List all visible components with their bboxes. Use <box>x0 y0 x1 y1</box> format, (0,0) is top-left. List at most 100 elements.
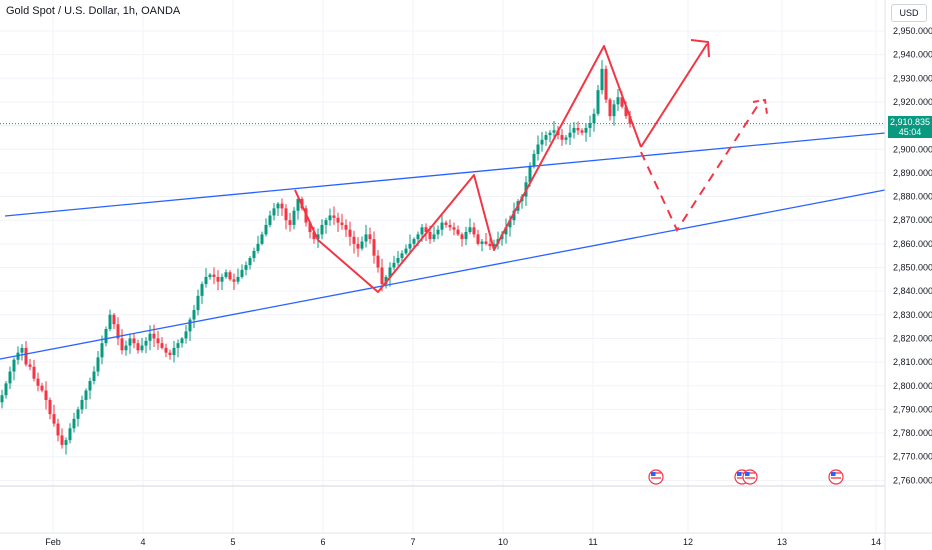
y-tick-label: 2,950.000 <box>893 26 932 36</box>
candle-body <box>4 383 8 396</box>
candle-body <box>548 132 552 136</box>
candle-body <box>444 222 448 225</box>
candle-body <box>292 210 296 225</box>
candle-body <box>624 106 628 117</box>
candle-body <box>396 258 400 263</box>
candle-body <box>236 276 240 282</box>
candle-body <box>372 239 376 256</box>
candle-body <box>332 215 336 218</box>
candle-body <box>420 227 424 235</box>
candle-body <box>144 340 148 346</box>
candle-body <box>252 250 256 259</box>
candle-body <box>280 203 284 209</box>
candle-body <box>208 274 212 277</box>
y-tick-label: 2,810.000 <box>893 357 932 367</box>
candle-body <box>340 222 344 225</box>
price-axis[interactable]: 2,950.000 2,940.000 2,930.000 2,920.000 2,91… <box>884 0 932 550</box>
candle-body <box>484 241 488 244</box>
candle-body <box>112 314 116 325</box>
candle-body <box>604 68 608 100</box>
x-tick-label: 6 <box>320 537 325 547</box>
us-flag-icon[interactable] <box>742 469 758 485</box>
candle-body <box>508 220 512 228</box>
candle-body <box>116 324 120 339</box>
candle-body <box>132 338 136 344</box>
time-axis[interactable]: Feb 4 5 6 7 10 11 12 13 14 <box>0 532 932 547</box>
projected-pullback-arrowhead <box>752 98 768 115</box>
candle-body <box>460 234 464 240</box>
flag-canton <box>651 472 656 476</box>
candle-body <box>528 165 532 183</box>
candle-body <box>320 224 324 235</box>
candle-body <box>224 272 228 277</box>
candle-body <box>32 366 36 379</box>
chart-grid <box>0 0 885 533</box>
candle-body <box>608 99 612 117</box>
candle-body <box>192 310 196 320</box>
candle-body <box>128 338 132 346</box>
candle-body <box>48 399 52 415</box>
us-flag-icon[interactable] <box>828 469 844 485</box>
candle-body <box>64 440 68 445</box>
candle-body <box>68 428 72 441</box>
lower-trendline[interactable] <box>0 189 886 360</box>
candle-body <box>148 333 152 341</box>
candle-body <box>388 267 392 277</box>
y-tick-label: 2,880.000 <box>893 192 932 202</box>
candle-body <box>152 333 156 339</box>
candle-body <box>504 227 508 235</box>
y-tick-label: 2,830.000 <box>893 310 932 320</box>
x-tick-label: 5 <box>230 537 235 547</box>
y-tick-label: 2,870.000 <box>893 215 932 225</box>
projected-pullback-path[interactable] <box>640 101 761 233</box>
candle-body <box>432 234 436 240</box>
currency-button[interactable]: USD <box>891 4 927 22</box>
candle-body <box>436 229 440 235</box>
us-flag-icon[interactable] <box>648 469 664 485</box>
candle-body <box>392 262 396 268</box>
candle-body <box>268 215 272 225</box>
candle-body <box>124 345 128 351</box>
candle-body <box>180 338 184 344</box>
candle-body <box>400 253 404 259</box>
candle-body <box>628 116 632 124</box>
candle-body <box>360 241 364 249</box>
y-tick-label: 2,940.000 <box>893 50 932 60</box>
y-tick-label: 2,890.000 <box>893 168 932 178</box>
candle-body <box>36 378 40 386</box>
candle-body <box>80 399 84 410</box>
candle-body <box>448 224 452 228</box>
candle-body <box>196 295 200 311</box>
candle-body <box>72 418 76 429</box>
x-tick-label: 4 <box>140 537 145 547</box>
upper-trendline[interactable] <box>4 132 886 217</box>
candle-body <box>352 236 356 244</box>
candle-body <box>568 132 572 138</box>
drawing-overlays[interactable] <box>0 39 886 360</box>
y-tick-label: 2,930.000 <box>893 73 932 83</box>
y-tick-label: 2,860.000 <box>893 239 932 249</box>
candle-body <box>552 130 556 133</box>
candle-body <box>384 276 388 285</box>
candle-body <box>356 243 360 249</box>
candle-body <box>200 284 204 296</box>
candle-body <box>260 234 264 244</box>
candle-body <box>344 224 348 230</box>
candle-body <box>76 409 80 419</box>
candle-body <box>492 243 496 247</box>
candle-body <box>564 137 568 140</box>
candle-body <box>312 232 316 240</box>
candle-body <box>512 210 516 221</box>
candle-body <box>580 130 584 133</box>
zigzag-pattern[interactable] <box>294 45 642 293</box>
event-markers[interactable] <box>648 469 844 485</box>
y-tick-label: 2,790.000 <box>893 404 932 414</box>
candle-body <box>424 227 428 233</box>
candle-body <box>380 267 384 285</box>
candle-body <box>468 227 472 233</box>
candle-body <box>240 269 244 277</box>
projected-up-move[interactable] <box>640 43 708 148</box>
x-tick-label: Feb <box>45 537 61 547</box>
candle-body <box>288 220 292 225</box>
